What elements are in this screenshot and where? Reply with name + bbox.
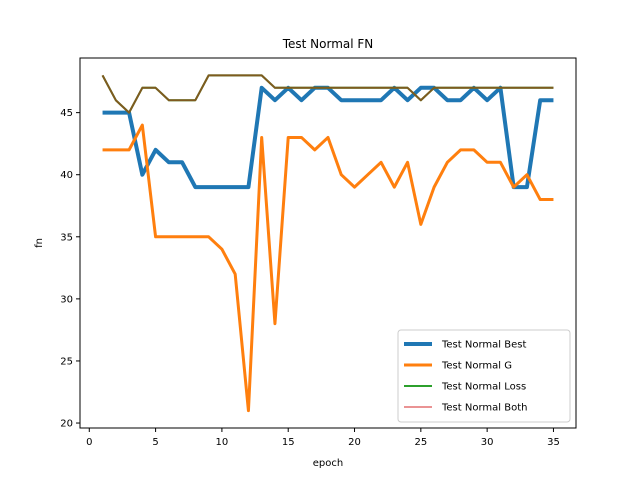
y-tick-label: 25 [60, 356, 73, 367]
x-tick-label: 30 [481, 437, 494, 448]
x-tick-label: 0 [86, 437, 92, 448]
legend-label-test-normal-best: Test Normal Best [441, 340, 526, 351]
legend: Test Normal Best Test Normal G Test Normal… [397, 329, 571, 423]
plot-lines [101, 74, 554, 413]
x-tick-label: 10 [216, 437, 229, 448]
y-axis: 20 25 30 35 40 45 [60, 108, 80, 430]
legend-box [397, 329, 571, 423]
series-line-overlap [101, 74, 554, 114]
x-tick-label: 15 [282, 437, 295, 448]
x-axis: 0 5 10 15 20 25 30 35 [86, 428, 560, 448]
x-tick-label: 20 [348, 437, 361, 448]
plot-frame [79, 57, 577, 429]
legend-label-test-normal-g: Test Normal G [441, 361, 512, 372]
y-tick-label: 40 [60, 170, 73, 181]
x-axis-label: epoch [313, 458, 343, 469]
y-tick-label: 45 [60, 108, 73, 119]
series-line-test-normal-loss [101, 74, 554, 114]
chart-title: Test Normal FN [282, 37, 374, 51]
x-tick-label: 5 [152, 437, 158, 448]
legend-label-test-normal-loss: Test Normal Loss [441, 382, 526, 393]
legend-label-test-normal-both: Test Normal Both [441, 403, 527, 414]
series-line-test-normal-both [102, 74, 554, 114]
x-tick-label: 35 [547, 437, 560, 448]
y-tick-label: 35 [60, 232, 73, 243]
y-tick-label: 20 [60, 419, 73, 430]
series-line-test-normal-g [102, 123, 554, 413]
y-axis-label: fn [34, 238, 45, 248]
y-tick-label: 30 [60, 294, 73, 305]
x-tick-label: 25 [414, 437, 427, 448]
